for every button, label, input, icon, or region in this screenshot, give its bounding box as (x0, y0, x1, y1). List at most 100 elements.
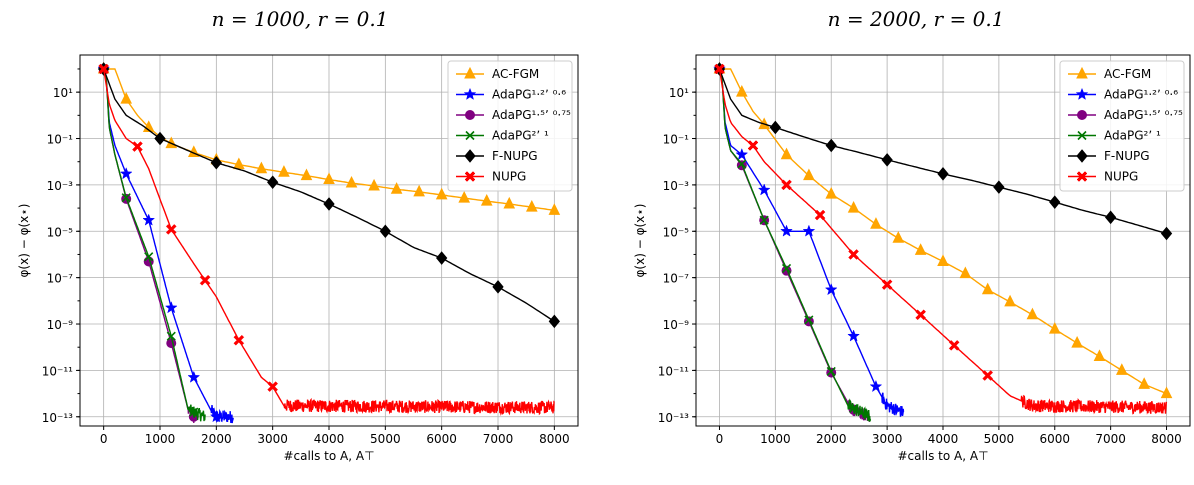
legend-label: AC-FGM (1104, 67, 1151, 81)
series-5 (714, 63, 1168, 415)
data-point (848, 249, 859, 260)
data-point (210, 155, 222, 170)
legend-entry: F-NUPG (1068, 149, 1150, 163)
data-point (781, 263, 792, 273)
legend-entry: AdaPG¹·⁵ʼ ⁰·⁷⁵ (1068, 108, 1183, 122)
legend-marker (465, 110, 475, 120)
data-point (436, 251, 448, 265)
data-point (869, 379, 883, 393)
data-point (435, 187, 448, 200)
data-point (368, 178, 380, 191)
data-point (1138, 377, 1150, 389)
legend-box (1059, 60, 1185, 192)
legend-entry: AdaPG¹·⁵ʼ ⁰·⁷⁵ (456, 108, 571, 122)
x-tick-label: 2000 (816, 432, 847, 446)
legend-entry: AC-FGM (1068, 66, 1151, 81)
data-point (847, 329, 860, 342)
data-point (1071, 336, 1083, 348)
legend-label: AdaPG¹·⁵ʼ ⁰·⁷⁵ (1104, 108, 1183, 122)
legend-marker (1076, 149, 1088, 163)
data-point (548, 203, 561, 215)
data-point (323, 172, 335, 185)
data-point (849, 403, 859, 414)
x-tick-label: 6000 (1039, 432, 1070, 446)
series-0 (713, 61, 1173, 399)
data-point (781, 179, 792, 191)
data-point (233, 334, 245, 346)
legend-label: AC-FGM (492, 67, 539, 81)
data-point (881, 153, 893, 167)
legend-marker (1075, 87, 1089, 100)
data-point (824, 283, 838, 296)
y-tick-label: 10⁻⁹ (47, 318, 74, 332)
x-tick-label: 7000 (1095, 432, 1126, 446)
data-point (892, 231, 905, 243)
y-tick-label: 10⁻⁷ (47, 272, 74, 286)
series-3 (714, 64, 872, 422)
data-point (166, 331, 176, 341)
legend-label: NUPG (492, 170, 526, 184)
x-tick-label: 1000 (760, 432, 791, 446)
data-point (255, 161, 268, 174)
x-tick-label: 8000 (539, 432, 570, 446)
legend-label: AdaPG¹·⁵ʼ ⁰·⁷⁵ (492, 108, 571, 122)
series-line (103, 68, 206, 422)
y-tick-label: 10⁻³ (663, 179, 690, 193)
x-tick-label: 3000 (257, 432, 288, 446)
data-point (937, 254, 949, 266)
data-point (747, 140, 759, 151)
data-point (189, 407, 199, 417)
data-point (847, 200, 860, 213)
data-point (390, 182, 403, 194)
data-point (826, 366, 836, 377)
x-tick-label: 8000 (1151, 432, 1182, 446)
data-point (120, 92, 133, 104)
data-point (737, 159, 747, 169)
data-point (804, 315, 814, 325)
y-tick-label: 10¹ (669, 86, 689, 100)
series-line (103, 68, 555, 417)
data-point (959, 266, 972, 279)
y-tick-label: 10⁻⁷ (663, 272, 690, 286)
y-axis-label: φ(x) − φ(x⋆) (633, 204, 647, 278)
data-point (300, 168, 313, 181)
data-point (1116, 363, 1128, 375)
series-1 (97, 62, 234, 424)
data-point (458, 190, 471, 203)
legend-marker (1077, 130, 1087, 141)
data-point (1048, 322, 1061, 334)
data-point (278, 165, 290, 177)
data-point (144, 252, 154, 262)
data-point (142, 213, 156, 226)
series-line (718, 68, 871, 422)
legend-marker (1076, 171, 1088, 182)
legend-marker (463, 87, 477, 100)
chart-title: n = 1000, r = 0.1 (212, 7, 389, 31)
plot-area (713, 61, 1173, 422)
x-tick-label: 4000 (928, 432, 959, 446)
legend-label: AdaPG²ʼ ¹ (492, 129, 549, 143)
x-tick-label: 4000 (314, 432, 345, 446)
series-4 (713, 62, 1173, 241)
y-tick-label: 10⁻⁵ (47, 225, 74, 239)
plot-area (97, 61, 561, 424)
legend-box (447, 60, 573, 192)
data-point (492, 280, 504, 294)
data-point (915, 309, 927, 321)
legend: AC-FGM AdaPG¹·²ʼ ⁰·⁶ AdaPG¹·⁵ʼ ⁰·⁷⁵ AdaPG²ʼ… (447, 60, 573, 192)
x-tick-label: 1000 (145, 432, 176, 446)
data-point (209, 410, 223, 423)
data-point (345, 175, 358, 188)
x-tick-label: 0 (716, 432, 724, 446)
data-point (1160, 226, 1173, 241)
data-point (267, 381, 279, 392)
legend-entry: NUPG (1068, 170, 1138, 184)
x-tick-label: 5000 (984, 432, 1015, 446)
legend-entry: AdaPG¹·²ʼ ⁰·⁶ (1068, 88, 1178, 102)
data-point (825, 138, 837, 153)
series-line (718, 68, 905, 417)
legend-label: AdaPG²ʼ ¹ (1104, 129, 1161, 143)
data-point (323, 197, 335, 211)
data-point (1160, 386, 1173, 399)
chart-title: n = 2000, r = 0.1 (828, 7, 1005, 31)
